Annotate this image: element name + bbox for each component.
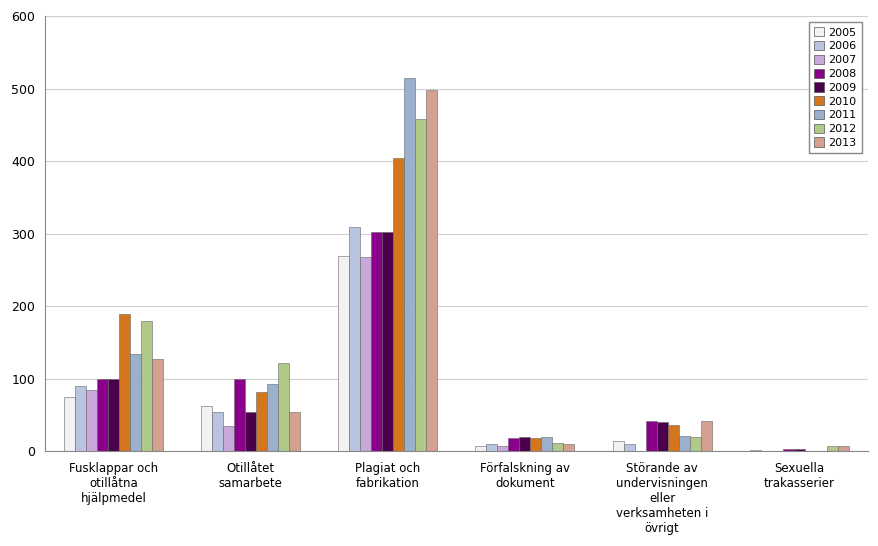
Bar — [837, 447, 848, 452]
Bar — [75, 386, 86, 452]
Bar — [700, 421, 711, 452]
Bar — [255, 392, 267, 452]
Bar — [645, 421, 656, 452]
Bar — [793, 449, 804, 452]
Bar — [277, 363, 289, 452]
Bar — [519, 437, 529, 452]
Bar — [541, 437, 551, 452]
Bar — [667, 425, 678, 452]
Bar — [426, 90, 436, 452]
Bar — [97, 379, 108, 452]
Bar — [130, 353, 140, 452]
Bar — [108, 379, 119, 452]
Bar — [507, 438, 519, 452]
Bar — [392, 158, 404, 452]
Bar — [623, 444, 634, 452]
Bar — [64, 397, 75, 452]
Bar — [678, 436, 689, 452]
Bar — [782, 449, 793, 452]
Bar — [612, 441, 623, 452]
Bar — [140, 321, 152, 452]
Bar — [267, 384, 277, 452]
Bar — [404, 78, 414, 452]
Bar — [563, 444, 574, 452]
Bar — [338, 256, 349, 452]
Bar — [382, 233, 392, 452]
Bar — [289, 412, 299, 452]
Legend: 2005, 2006, 2007, 2008, 2009, 2010, 2011, 2012, 2013: 2005, 2006, 2007, 2008, 2009, 2010, 2011… — [808, 22, 861, 153]
Bar — [360, 257, 371, 452]
Bar — [152, 359, 162, 452]
Bar — [551, 443, 563, 452]
Bar — [475, 446, 486, 452]
Bar — [349, 227, 360, 452]
Bar — [119, 313, 130, 452]
Bar — [245, 412, 255, 452]
Bar — [749, 450, 760, 452]
Bar — [656, 423, 667, 452]
Bar — [804, 451, 815, 452]
Bar — [689, 437, 700, 452]
Bar — [201, 406, 212, 452]
Bar — [414, 119, 426, 452]
Bar — [486, 444, 497, 452]
Bar — [529, 438, 541, 452]
Bar — [86, 390, 97, 452]
Bar — [223, 426, 234, 452]
Bar — [212, 412, 223, 452]
Bar — [815, 451, 826, 452]
Bar — [826, 447, 837, 452]
Bar — [234, 379, 245, 452]
Bar — [497, 446, 507, 452]
Bar — [371, 232, 382, 452]
